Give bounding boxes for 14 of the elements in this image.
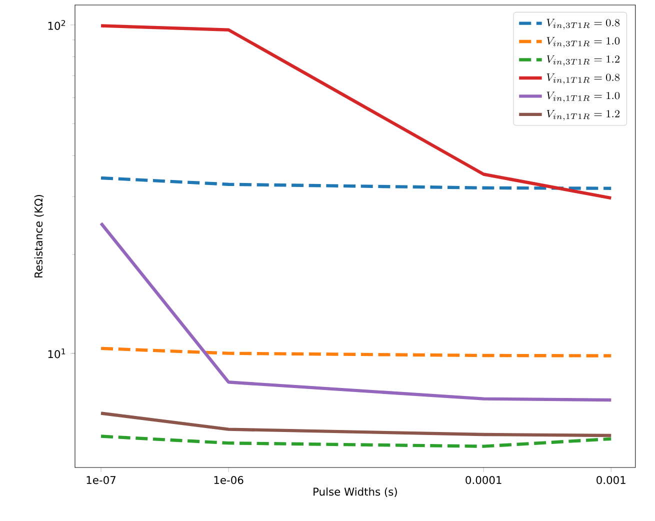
x-tick-label: 0.001 — [596, 476, 626, 484]
x-axis-title: Pulse Widths (s) — [314, 487, 397, 497]
y-axis-title: Resistance (KΩ) — [34, 195, 44, 278]
legend-label: $V_{in,1T1R}=1.2$ — [546, 110, 620, 121]
legend-label: $V_{in,3T1R}=0.8$ — [546, 18, 620, 30]
x-tick-label: 1e-07 — [86, 476, 116, 484]
y-tick-label: 10$^{1}$ — [48, 348, 66, 358]
legend-label: $V_{in,3T1R}=1.0$ — [546, 37, 620, 48]
x-tick-label: 0.0001 — [466, 476, 502, 484]
legend-label: $V_{in,3T1R}=1.2$ — [546, 55, 620, 66]
legend-label: $V_{in,1T1R}=1.0$ — [546, 92, 620, 102]
legend-label: $V_{in,1T1R}=0.8$ — [546, 74, 620, 84]
y-tick-label: 10$^{2}$ — [48, 20, 66, 30]
x-tick-label: 1e-06 — [214, 476, 244, 484]
